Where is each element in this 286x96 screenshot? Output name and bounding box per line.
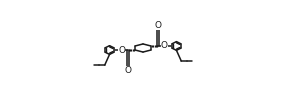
Text: O: O xyxy=(118,46,125,55)
Text: O: O xyxy=(124,66,131,75)
Text: O: O xyxy=(161,41,168,50)
Text: O: O xyxy=(155,21,162,30)
